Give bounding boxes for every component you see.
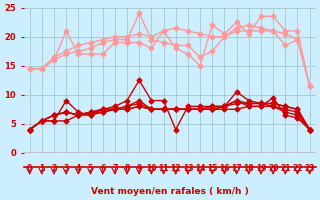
X-axis label: Vent moyen/en rafales ( km/h ): Vent moyen/en rafales ( km/h ) xyxy=(91,187,249,196)
